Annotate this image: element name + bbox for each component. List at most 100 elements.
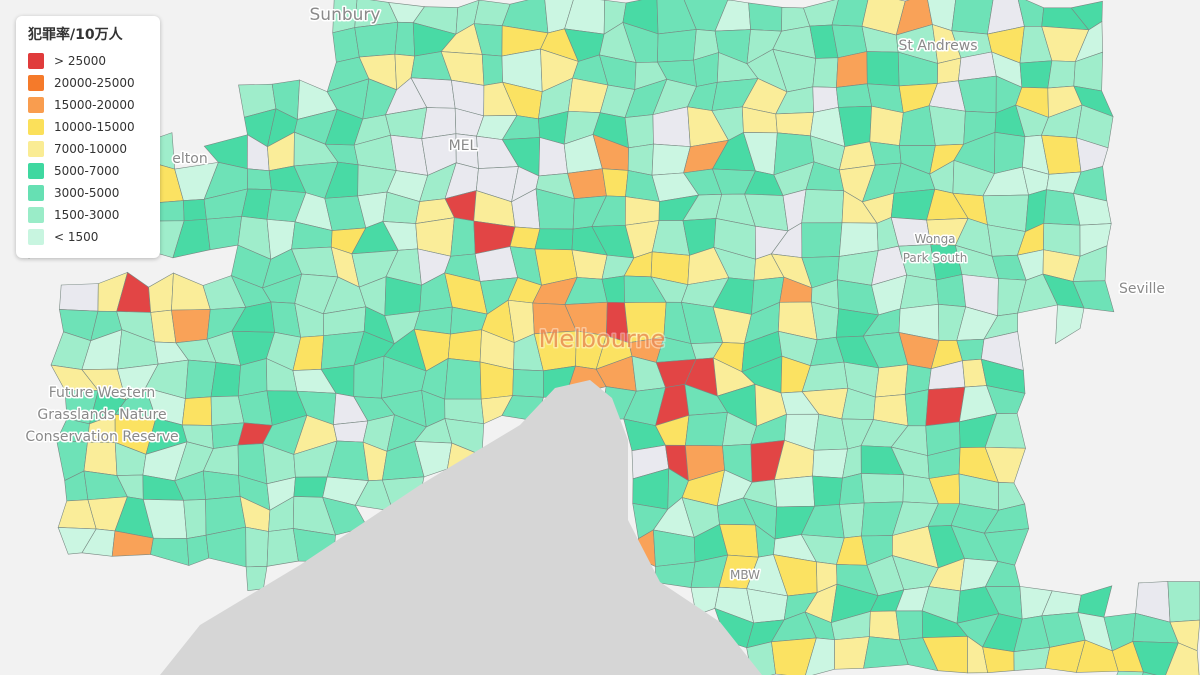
region xyxy=(210,362,241,398)
legend-title: 犯罪率/10万人 xyxy=(28,27,123,43)
region xyxy=(1116,670,1144,675)
region xyxy=(247,168,272,191)
region xyxy=(481,54,503,86)
region xyxy=(657,29,697,63)
region xyxy=(812,475,843,507)
legend-item: 20000-25000 xyxy=(28,72,150,94)
legend-item: > 25000 xyxy=(28,50,150,72)
region xyxy=(801,189,845,224)
region xyxy=(394,21,415,57)
region xyxy=(869,105,904,146)
legend-swatch xyxy=(28,53,44,69)
region xyxy=(333,420,369,443)
region xyxy=(181,396,213,426)
legend-swatch xyxy=(28,97,44,113)
region xyxy=(839,502,865,539)
region xyxy=(421,107,457,140)
region xyxy=(1142,671,1157,675)
place-label: Grasslands Nature xyxy=(37,407,166,423)
region xyxy=(627,143,654,176)
region xyxy=(206,216,242,251)
bay xyxy=(160,380,762,675)
region xyxy=(895,610,924,641)
legend-label: 5000-7000 xyxy=(54,164,120,178)
region xyxy=(1013,647,1051,671)
legend-label: 3000-5000 xyxy=(54,186,120,200)
region xyxy=(928,105,966,146)
region xyxy=(1132,641,1179,675)
region xyxy=(1165,642,1200,675)
legend-item: < 1500 xyxy=(28,226,150,248)
legend-label: 10000-15000 xyxy=(54,120,135,134)
region xyxy=(571,249,608,280)
region xyxy=(866,51,900,87)
region xyxy=(171,309,211,344)
place-label: Wonga xyxy=(914,232,955,246)
region xyxy=(775,112,815,137)
legend-swatch xyxy=(28,207,44,223)
legend-swatch xyxy=(28,119,44,135)
legend-swatch xyxy=(28,75,44,91)
place-label: Melbourne xyxy=(539,325,666,353)
place-label: Seville xyxy=(1119,281,1165,297)
region xyxy=(59,283,99,312)
place-label: Conservation Reserve xyxy=(25,429,178,445)
legend-label: 7000-10000 xyxy=(54,142,128,156)
region xyxy=(155,200,185,222)
region xyxy=(839,473,865,505)
legend-item: 1500-3000 xyxy=(28,204,150,226)
place-labels: Sunbury St Andrews MEL Melbourne Seville… xyxy=(24,4,1167,584)
region xyxy=(774,475,815,508)
place-label: St Andrews xyxy=(899,38,978,54)
place-label: MEL xyxy=(449,138,478,154)
region xyxy=(1167,581,1200,623)
place-label: elton xyxy=(172,151,207,167)
legend-item: 5000-7000 xyxy=(28,160,150,182)
region xyxy=(183,499,207,539)
region xyxy=(450,217,476,257)
region xyxy=(899,274,939,310)
legend-item: 7000-10000 xyxy=(28,138,150,160)
region xyxy=(982,646,1015,674)
legend: 犯罪率/10万人 > 25000 20000-25000 15000-20000 10… xyxy=(16,16,160,258)
region xyxy=(83,441,118,476)
legend-swatch xyxy=(28,229,44,245)
region xyxy=(534,228,574,251)
region xyxy=(951,0,994,35)
region xyxy=(925,386,966,427)
region xyxy=(935,274,967,308)
region xyxy=(869,141,902,166)
region xyxy=(1019,60,1053,89)
region xyxy=(293,476,328,498)
legend-swatch xyxy=(28,163,44,179)
region xyxy=(354,21,399,58)
legend-swatch xyxy=(28,185,44,201)
place-label: Sunbury xyxy=(310,5,381,25)
region xyxy=(1055,304,1085,345)
region xyxy=(444,358,482,400)
legend-swatch xyxy=(28,141,44,157)
region xyxy=(1072,280,1115,313)
place-label: MBW xyxy=(730,568,760,582)
region xyxy=(567,168,607,200)
region xyxy=(860,473,905,504)
legend-item: 15000-20000 xyxy=(28,94,150,116)
legend-label: 1500-3000 xyxy=(54,208,120,222)
region xyxy=(801,222,843,258)
regions xyxy=(24,0,1200,675)
region xyxy=(812,57,839,88)
legend-label: 15000-20000 xyxy=(54,98,135,112)
region xyxy=(685,412,728,447)
legend-label: > 25000 xyxy=(54,54,107,68)
region xyxy=(447,329,482,363)
legend-item: 10000-15000 xyxy=(28,116,150,138)
region xyxy=(203,470,241,500)
region xyxy=(624,114,654,149)
region xyxy=(245,526,269,568)
region xyxy=(836,83,872,108)
legend-label: < 1500 xyxy=(54,230,99,244)
region xyxy=(836,51,868,88)
region xyxy=(875,364,909,398)
